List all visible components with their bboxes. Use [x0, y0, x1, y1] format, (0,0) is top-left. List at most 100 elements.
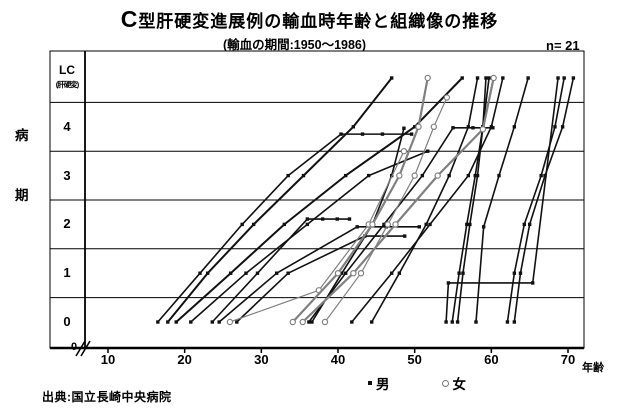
biopsy-point-male: [351, 125, 356, 129]
legend: 男 女: [368, 373, 466, 393]
row-label-LC: LC: [59, 63, 75, 77]
biopsy-point-female: [430, 123, 438, 131]
biopsy-point-male: [473, 173, 477, 178]
row-label-4: 4: [63, 118, 71, 134]
biopsy-point-male: [355, 225, 359, 229]
biopsy-point-male: [505, 320, 510, 324]
x-axis-unit-label: 年齢: [582, 362, 604, 374]
biopsy-point-male: [380, 132, 385, 136]
biopsy-point-male: [335, 217, 339, 221]
biopsy-point-female: [411, 172, 418, 179]
biopsy-point-male: [198, 271, 202, 275]
biopsy-point-male: [468, 222, 472, 227]
biopsy-point-male: [228, 271, 233, 275]
biopsy-point-male: [382, 222, 386, 227]
biopsy-point-male: [457, 271, 461, 275]
patient-line-male: [211, 218, 350, 323]
row-label-1: 1: [63, 265, 71, 281]
biopsy-point-male: [217, 320, 221, 324]
legend-item-female: 女: [441, 373, 466, 393]
biopsy-point-male: [301, 173, 306, 178]
biopsy-point-male: [466, 125, 471, 129]
biopsy-point-male: [343, 271, 348, 275]
biopsy-point-male: [305, 217, 310, 221]
biopsy-point-female: [334, 270, 342, 277]
row-label-lc-subtitle: (肝硬変): [55, 80, 80, 89]
biopsy-point-male: [307, 320, 311, 324]
patient-line-male: [456, 77, 487, 323]
female-marker-icon: [441, 379, 449, 387]
patient-line-male: [167, 77, 393, 323]
biopsy-point-male: [571, 76, 576, 80]
biopsy-point-male: [451, 126, 455, 130]
biopsy-point-male: [455, 320, 460, 324]
biopsy-point-female: [289, 318, 296, 326]
biopsy-point-male: [539, 173, 543, 178]
biopsy-point-male: [389, 76, 394, 80]
biopsy-point-male: [471, 126, 475, 130]
biopsy-point-male: [543, 173, 547, 178]
biopsy-point-male: [460, 76, 464, 80]
male-marker-icon: [368, 381, 372, 385]
biopsy-point-female: [479, 126, 487, 133]
biopsy-point-male: [274, 271, 279, 275]
patient-line-male: [371, 77, 479, 323]
biopsy-point-male: [428, 222, 432, 227]
biopsy-point-male: [475, 76, 480, 80]
biopsy-point-male: [518, 271, 523, 275]
patient-line-female: [291, 77, 429, 323]
biopsy-point-male: [446, 281, 451, 285]
biopsy-point-male: [527, 222, 532, 227]
biopsy-point-male: [205, 271, 210, 275]
biopsy-point-male: [343, 173, 348, 178]
biopsy-point-female: [424, 74, 431, 82]
biopsy-point-female: [400, 147, 408, 155]
biopsy-point-male: [531, 281, 535, 285]
biopsy-point-female: [384, 221, 392, 228]
biopsy-point-female: [415, 123, 422, 131]
y-axis-title-char-1: 病: [15, 128, 29, 143]
x-tick-label-60: 60: [484, 352, 499, 367]
patient-line-male: [513, 77, 575, 323]
patient-line-male: [506, 77, 565, 323]
biopsy-point-male: [339, 132, 343, 136]
biopsy-point-male: [417, 225, 421, 229]
row-label-3: 3: [63, 167, 71, 183]
biopsy-point-male: [501, 76, 505, 80]
biopsy-point-female: [299, 318, 306, 326]
sample-size-label: n= 21: [546, 38, 580, 53]
biopsy-point-female: [321, 318, 329, 326]
biopsy-point-male: [403, 234, 407, 238]
row-label-0: 0: [63, 314, 71, 329]
biopsy-point-male: [444, 320, 448, 324]
biopsy-point-male: [497, 173, 501, 178]
biopsy-point-male: [389, 271, 394, 275]
biopsy-point-male: [474, 320, 478, 324]
x-tick-label-40: 40: [330, 352, 346, 367]
biopsy-point-male: [522, 222, 527, 227]
biopsy-point-male: [426, 149, 430, 153]
biopsy-point-male: [347, 217, 352, 221]
biopsy-point-male: [481, 225, 486, 229]
biopsy-point-male: [409, 132, 414, 136]
patient-line-male: [351, 77, 504, 323]
biopsy-point-male: [370, 320, 374, 324]
biopsy-point-male: [526, 76, 530, 80]
biopsy-point-male: [484, 76, 488, 80]
chart-subtitle: (輸血の期間:1950〜1986): [222, 38, 367, 52]
biopsy-point-male: [512, 125, 517, 129]
biopsy-point-male: [489, 125, 494, 129]
biopsy-point-male: [235, 320, 239, 324]
legend-male-label: 男: [376, 377, 390, 392]
biopsy-point-male: [412, 125, 417, 129]
biopsy-point-male: [487, 76, 491, 80]
patient-line-male: [157, 133, 412, 323]
biopsy-point-male: [156, 320, 160, 324]
x-axis-origin-label: 0: [71, 341, 78, 353]
axis-break-mark: [80, 340, 91, 357]
patient-line-female: [301, 77, 495, 323]
biopsy-point-female: [434, 172, 441, 179]
biopsy-point-male: [286, 271, 290, 275]
biopsy-point-male: [189, 320, 193, 324]
